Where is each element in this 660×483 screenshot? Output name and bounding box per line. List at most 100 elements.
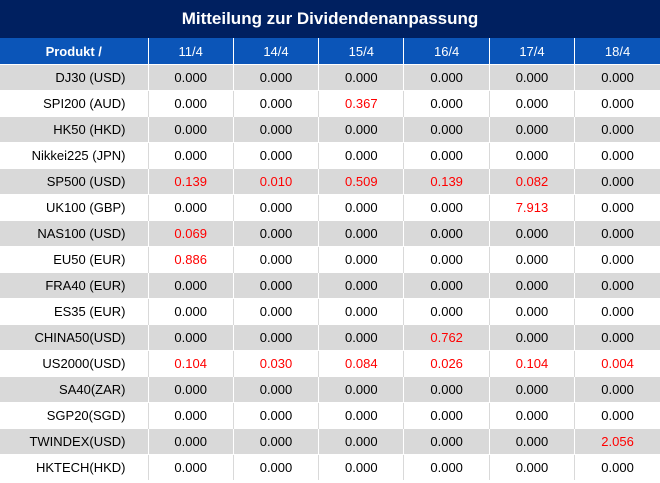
dividend-value: 0.000	[318, 298, 404, 325]
header-date: 18/4	[574, 38, 660, 65]
dividend-value: 0.000	[232, 142, 319, 169]
dividend-value: 0.000	[403, 90, 490, 117]
table-row: UK100 (GBP) 0.000 0.000 0.000 0.000 7.913 0.00…	[0, 194, 660, 221]
dividend-value: 0.000	[232, 428, 319, 455]
dividend-value: 0.000	[574, 64, 660, 91]
table-row: ES35 (EUR) 0.000 0.000 0.000 0.000 0.000 0.000	[0, 298, 660, 325]
dividend-value: 0.000	[318, 272, 404, 299]
dividend-value: 0.509	[318, 168, 404, 195]
table-row: SA40(ZAR) 0.000 0.000 0.000 0.000 0.000 0.000	[0, 376, 660, 403]
header-date: 14/4	[232, 38, 319, 65]
header-product: Produkt /	[0, 38, 148, 65]
dividend-value: 0.000	[232, 402, 319, 429]
dividend-value: 0.000	[318, 142, 404, 169]
dividend-value: 0.104	[147, 350, 234, 377]
dividend-value: 0.000	[147, 64, 234, 91]
page-title: Mitteilung zur Dividendenanpassung	[0, 0, 660, 38]
product-name: US2000(USD)	[0, 350, 148, 377]
dividend-value: 0.000	[488, 428, 575, 455]
product-name: SP500 (USD)	[0, 168, 148, 195]
dividend-value: 0.000	[147, 402, 234, 429]
dividend-value: 0.000	[147, 116, 234, 143]
dividend-value: 0.000	[232, 90, 319, 117]
dividend-value: 0.000	[318, 402, 404, 429]
header-date: 11/4	[147, 38, 234, 65]
dividend-value: 0.000	[403, 220, 490, 247]
dividend-value: 0.000	[488, 116, 575, 143]
dividend-value: 0.000	[403, 454, 490, 480]
dividend-value: 0.000	[147, 272, 234, 299]
dividend-value: 0.000	[574, 142, 660, 169]
header-date: 17/4	[488, 38, 575, 65]
dividend-value: 0.000	[147, 428, 234, 455]
dividend-value: 0.000	[574, 402, 660, 429]
dividend-value: 0.084	[318, 350, 404, 377]
dividend-value: 0.000	[318, 376, 404, 403]
dividend-value: 0.000	[147, 194, 234, 221]
dividend-value: 0.000	[232, 454, 319, 480]
table-row: FRA40 (EUR) 0.000 0.000 0.000 0.000 0.000 0.00…	[0, 272, 660, 299]
product-name: HKTECH(HKD)	[0, 454, 148, 480]
dividend-value: 0.030	[232, 350, 319, 377]
table-row: DJ30 (USD) 0.000 0.000 0.000 0.000 0.000 0.000	[0, 64, 660, 91]
dividend-value: 0.000	[403, 116, 490, 143]
dividend-value: 0.000	[232, 220, 319, 247]
dividend-value: 0.000	[403, 272, 490, 299]
dividend-value: 2.056	[574, 428, 660, 455]
dividend-value: 0.000	[232, 298, 319, 325]
dividend-value: 0.367	[318, 90, 404, 117]
table-body: DJ30 (USD) 0.000 0.000 0.000 0.000 0.000 0.000…	[0, 64, 660, 480]
dividend-value: 0.000	[318, 454, 404, 480]
dividend-value: 0.762	[403, 324, 490, 351]
dividend-value: 0.000	[488, 402, 575, 429]
product-name: DJ30 (USD)	[0, 64, 148, 91]
dividend-value: 0.000	[318, 116, 404, 143]
dividend-value: 0.082	[488, 168, 575, 195]
table-row: SPI200 (AUD) 0.000 0.000 0.367 0.000 0.000 0.0…	[0, 90, 660, 117]
dividend-value: 0.000	[488, 454, 575, 480]
dividend-value: 0.000	[318, 64, 404, 91]
product-name: ES35 (EUR)	[0, 298, 148, 325]
dividend-value: 0.000	[403, 64, 490, 91]
table-row: SGP20(SGD) 0.000 0.000 0.000 0.000 0.000 0.000	[0, 402, 660, 429]
table-row: HK50 (HKD) 0.000 0.000 0.000 0.000 0.000 0.000	[0, 116, 660, 143]
dividend-value: 0.000	[574, 298, 660, 325]
dividend-value: 0.000	[232, 116, 319, 143]
dividend-value: 0.000	[488, 324, 575, 351]
dividend-value: 0.000	[147, 90, 234, 117]
dividend-value: 0.000	[318, 220, 404, 247]
dividend-value: 0.026	[403, 350, 490, 377]
header-row: Produkt / 11/4 14/4 15/4 16/4 17/4 18/4	[0, 38, 660, 65]
dividend-value: 0.000	[318, 194, 404, 221]
product-name: NAS100 (USD)	[0, 220, 148, 247]
dividend-value: 0.000	[403, 376, 490, 403]
dividend-value: 0.000	[232, 324, 319, 351]
dividend-value: 0.000	[488, 376, 575, 403]
dividend-value: 0.000	[574, 246, 660, 273]
dividend-value: 0.010	[232, 168, 319, 195]
product-name: FRA40 (EUR)	[0, 272, 148, 299]
dividend-value: 0.000	[232, 64, 319, 91]
dividend-value: 0.000	[574, 324, 660, 351]
dividend-value: 0.000	[147, 324, 234, 351]
dividend-value: 0.000	[488, 272, 575, 299]
table-row: US2000(USD) 0.104 0.030 0.084 0.026 0.104 0.00…	[0, 350, 660, 377]
dividend-table: Produkt / 11/4 14/4 15/4 16/4 17/4 18/4 …	[0, 38, 660, 480]
header-date: 16/4	[403, 38, 490, 65]
table-row: HKTECH(HKD) 0.000 0.000 0.000 0.000 0.000 0.00…	[0, 454, 660, 480]
dividend-value: 0.000	[488, 298, 575, 325]
dividend-value: 0.000	[574, 272, 660, 299]
product-name: HK50 (HKD)	[0, 116, 148, 143]
table-row: NAS100 (USD) 0.069 0.000 0.000 0.000 0.000 0.0…	[0, 220, 660, 247]
dividend-value: 0.000	[488, 142, 575, 169]
dividend-value: 0.000	[574, 90, 660, 117]
product-name: Nikkei225 (JPN)	[0, 142, 148, 169]
dividend-value: 0.139	[403, 168, 490, 195]
dividend-value: 0.000	[232, 246, 319, 273]
product-name: SA40(ZAR)	[0, 376, 148, 403]
dividend-value: 0.000	[574, 116, 660, 143]
dividend-value: 0.000	[488, 90, 575, 117]
dividend-value: 0.000	[403, 402, 490, 429]
dividend-value: 0.000	[403, 142, 490, 169]
